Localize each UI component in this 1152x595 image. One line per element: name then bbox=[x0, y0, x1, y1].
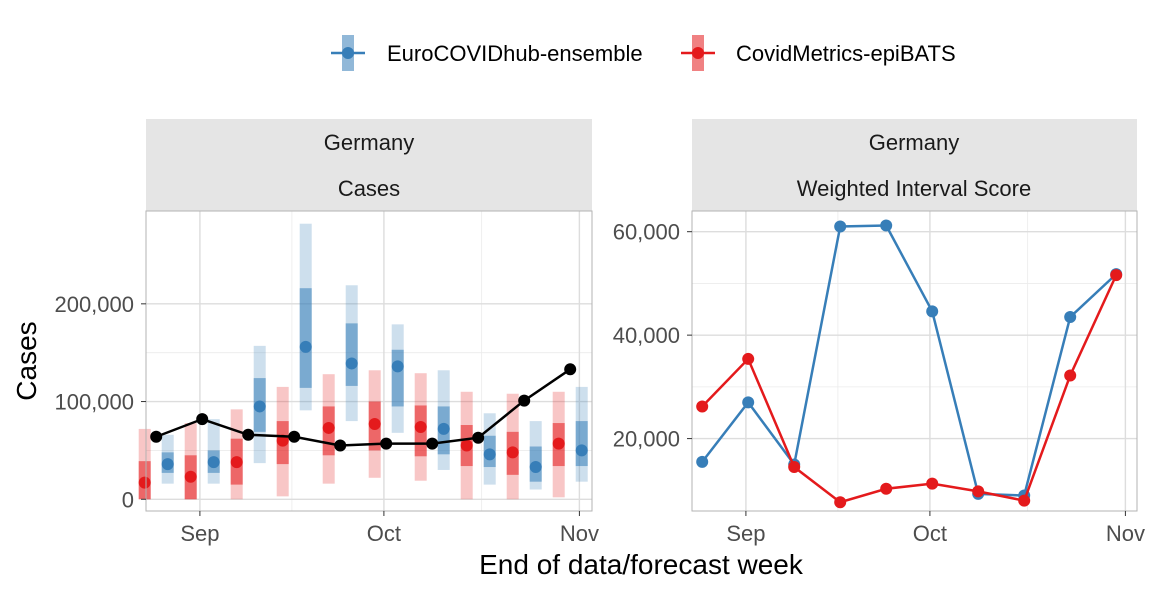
inner-interval-ensemble bbox=[299, 288, 312, 388]
observed-point bbox=[518, 394, 531, 407]
inner-interval-ensemble bbox=[575, 421, 588, 467]
legend-label-epibats: CovidMetrics-epiBATS bbox=[736, 41, 956, 66]
score-point-ensemble bbox=[926, 305, 939, 318]
y-tick-label: 60,000 bbox=[613, 220, 680, 245]
observed-point bbox=[380, 437, 393, 450]
score-point-epibats bbox=[1018, 494, 1031, 507]
median-point-epibats bbox=[322, 421, 335, 434]
median-point-epibats bbox=[552, 437, 565, 450]
score-point-ensemble bbox=[742, 396, 755, 409]
score-series bbox=[696, 219, 1123, 509]
strip-bottom-left-label: Cases bbox=[338, 176, 400, 201]
observed-line bbox=[155, 368, 571, 447]
score-point-epibats bbox=[834, 496, 847, 509]
prediction-intervals bbox=[138, 223, 588, 500]
observed-point bbox=[242, 428, 255, 441]
strip-bottom-right-label: Weighted Interval Score bbox=[797, 176, 1031, 201]
median-point-ensemble bbox=[391, 360, 404, 373]
median-point-ensemble bbox=[345, 357, 358, 370]
median-point-epibats bbox=[276, 434, 289, 447]
median-point-ensemble bbox=[207, 456, 220, 469]
median-point-ensemble bbox=[483, 448, 496, 461]
observed-point bbox=[196, 413, 209, 426]
x-tick-label: Sep bbox=[726, 521, 765, 546]
legend-swatch-point bbox=[692, 47, 704, 59]
x-ticks-left: Sep Oct Nov bbox=[180, 511, 599, 546]
strip-top-left-label: Germany bbox=[324, 130, 414, 155]
y-tick-label: 20,000 bbox=[613, 427, 680, 452]
x-tick-label: Nov bbox=[560, 521, 599, 546]
score-point-ensemble bbox=[1064, 311, 1077, 324]
score-point-epibats bbox=[926, 477, 939, 490]
score-point-ensemble bbox=[696, 455, 709, 468]
score-point-ensemble bbox=[834, 220, 847, 233]
strip-bottom-left bbox=[146, 165, 592, 211]
observed-point bbox=[334, 439, 347, 452]
x-tick-label: Sep bbox=[180, 521, 219, 546]
legend: EuroCOVIDhub-ensemble CovidMetrics-epiBA… bbox=[331, 35, 956, 71]
x-axis-title: End of data/forecast week bbox=[479, 549, 804, 580]
panel-border-right bbox=[691, 210, 1138, 512]
observed-point bbox=[426, 437, 439, 450]
grid-right bbox=[692, 211, 1137, 511]
median-point-epibats bbox=[368, 418, 381, 431]
legend-label-ensemble: EuroCOVIDhub-ensemble bbox=[387, 41, 643, 66]
y-axis-title: Cases bbox=[11, 321, 42, 400]
observed-point bbox=[564, 363, 577, 376]
median-point-ensemble bbox=[437, 422, 450, 435]
score-point-epibats bbox=[788, 461, 801, 474]
x-tick-label: Oct bbox=[913, 521, 947, 546]
strip-top-left bbox=[146, 119, 592, 165]
score-point-epibats bbox=[972, 485, 985, 498]
median-point-ensemble bbox=[299, 340, 312, 353]
legend-key-epibats bbox=[681, 35, 715, 71]
observed-point bbox=[288, 430, 301, 443]
median-point-ensemble bbox=[575, 444, 588, 457]
median-point-epibats bbox=[414, 420, 427, 433]
score-point-epibats bbox=[696, 400, 709, 413]
panel-background bbox=[692, 211, 1137, 511]
x-ticks-right: Sep Oct Nov bbox=[726, 511, 1145, 546]
x-tick-label: Nov bbox=[1106, 521, 1145, 546]
observed-point bbox=[472, 431, 485, 444]
score-line-epibats bbox=[701, 274, 1118, 504]
panel-wis: Germany Weighted Interval Score 20,000 4… bbox=[613, 119, 1145, 546]
strip-top-right bbox=[692, 119, 1137, 165]
inner-interval-ensemble bbox=[345, 323, 358, 386]
strip-bottom-right bbox=[692, 165, 1137, 211]
score-line-ensemble bbox=[701, 224, 1118, 497]
median-point-epibats bbox=[184, 470, 197, 483]
score-point-ensemble bbox=[880, 219, 893, 232]
legend-key-ensemble bbox=[331, 35, 365, 71]
score-point-epibats bbox=[1110, 269, 1123, 282]
panel-cases: Germany Cases 0 100,000 200,000 Sep Oct … bbox=[54, 119, 599, 546]
inner-interval-ensemble bbox=[391, 349, 404, 407]
y-tick-label: 40,000 bbox=[613, 323, 680, 348]
observed-series bbox=[150, 363, 577, 452]
y-ticks-right: 20,000 40,000 60,000 bbox=[613, 220, 692, 452]
strip-top-right-label: Germany bbox=[869, 130, 959, 155]
legend-swatch-point bbox=[342, 47, 354, 59]
score-point-epibats bbox=[742, 352, 755, 365]
median-point-ensemble bbox=[529, 461, 542, 474]
y-tick-label: 200,000 bbox=[54, 292, 134, 317]
median-point-epibats bbox=[460, 439, 473, 452]
median-point-ensemble bbox=[253, 400, 266, 413]
score-point-epibats bbox=[1064, 369, 1077, 382]
observed-point bbox=[150, 430, 163, 443]
median-point-epibats bbox=[506, 446, 519, 459]
y-tick-label: 100,000 bbox=[54, 390, 134, 415]
panel-border-left bbox=[145, 210, 593, 512]
y-tick-label: 0 bbox=[122, 487, 134, 512]
y-ticks-left: 0 100,000 200,000 bbox=[54, 292, 146, 512]
median-point-ensemble bbox=[161, 458, 174, 471]
score-point-epibats bbox=[880, 482, 893, 495]
median-point-epibats bbox=[230, 456, 243, 469]
x-tick-label: Oct bbox=[367, 521, 401, 546]
median-point-epibats bbox=[138, 476, 151, 489]
